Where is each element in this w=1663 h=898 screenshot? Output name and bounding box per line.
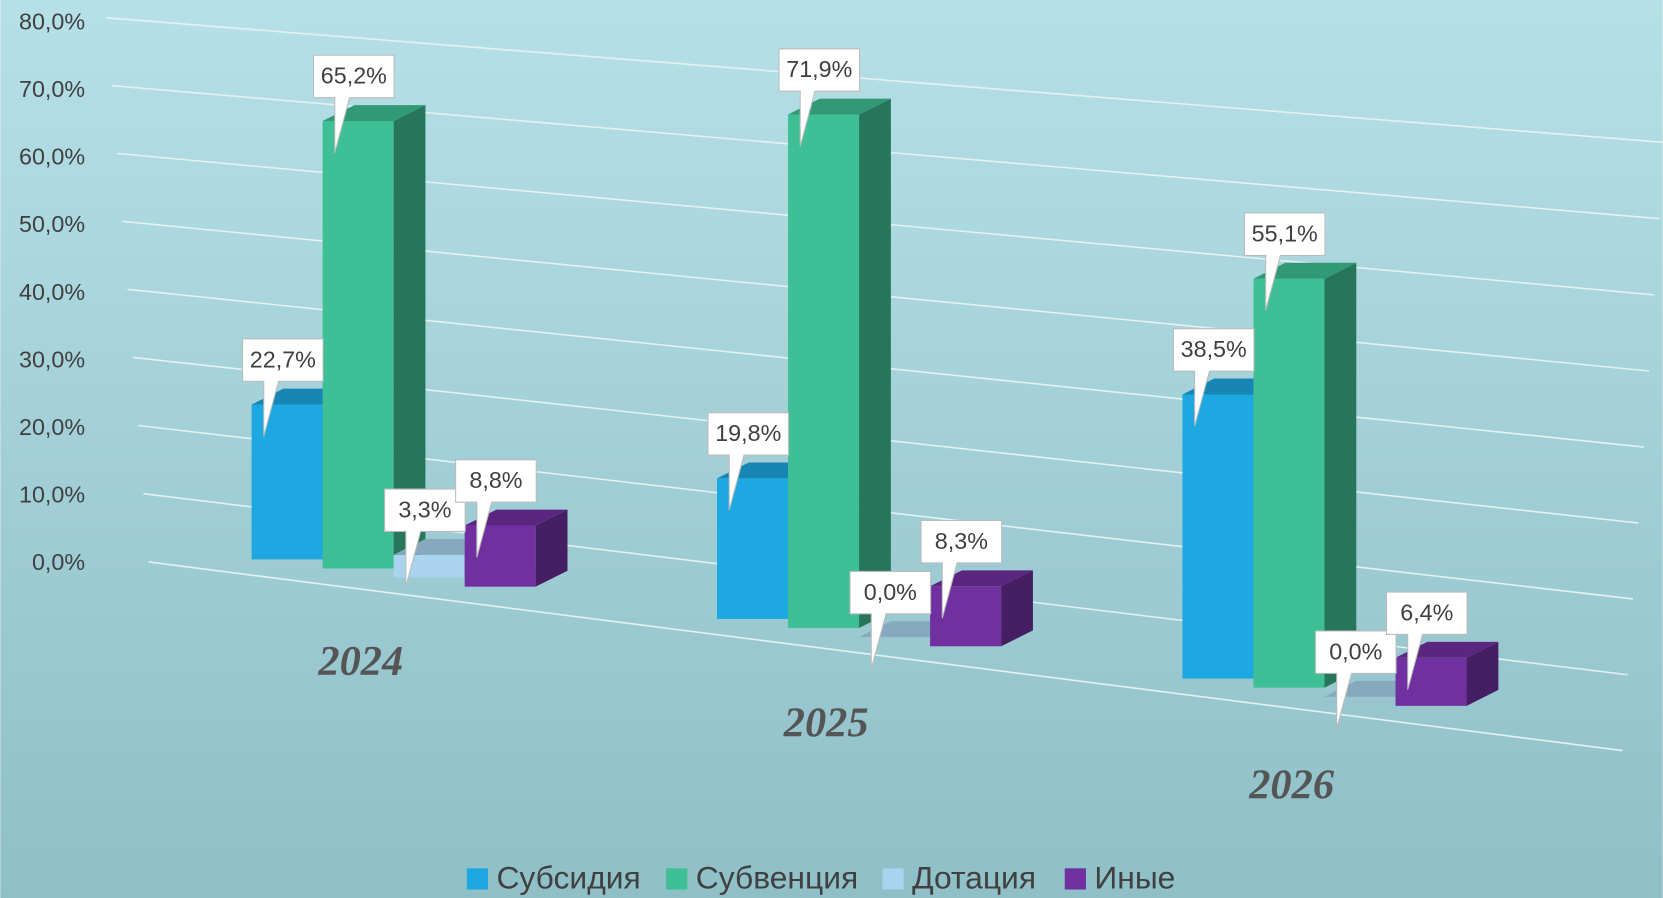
bar	[930, 586, 1002, 647]
y-tick-label: 10,0%	[19, 482, 85, 508]
data-label: 6,4%	[1400, 599, 1453, 625]
data-callout: 71,9%	[778, 48, 861, 147]
data-callout: 0,0%	[1314, 630, 1397, 729]
legend-swatch	[666, 868, 688, 890]
data-callout: 0,0%	[849, 570, 932, 670]
y-tick-label: 80,0%	[19, 8, 85, 34]
legend-label: Субвенция	[696, 859, 858, 895]
bar-top	[1253, 262, 1357, 279]
bar-3d	[788, 98, 891, 629]
legend-swatch	[466, 868, 488, 890]
data-label: 0,0%	[1329, 638, 1382, 664]
data-label: 0,0%	[864, 579, 917, 605]
bar-side	[535, 509, 568, 587]
bar-side	[393, 105, 426, 569]
bar-top	[930, 570, 1033, 587]
callout-box	[1172, 328, 1255, 427]
data-label: 71,9%	[786, 56, 852, 82]
data-callout: 8,8%	[455, 459, 537, 558]
bar-top	[322, 105, 426, 122]
callout-box	[1243, 212, 1326, 311]
y-tick-label: 60,0%	[19, 144, 85, 170]
bar	[1253, 278, 1325, 688]
data-label: 65,2%	[321, 63, 387, 89]
y-tick-label: 40,0%	[19, 279, 85, 305]
callout-box	[1385, 591, 1468, 690]
callout-box	[313, 54, 395, 153]
callout-box	[1314, 630, 1397, 729]
y-tick-label: 70,0%	[19, 76, 85, 102]
callout-box	[242, 338, 324, 437]
bar-3d	[1253, 262, 1357, 688]
data-callout: 3,3%	[384, 488, 466, 587]
callout-box	[455, 459, 537, 558]
data-label: 3,3%	[398, 496, 451, 522]
bar	[1395, 657, 1467, 706]
legend-label: Иные	[1094, 859, 1175, 895]
callout-box	[920, 519, 1003, 619]
bar	[788, 114, 860, 629]
data-callout: 8,3%	[920, 519, 1003, 619]
data-label: 8,8%	[469, 467, 522, 493]
data-callout: 65,2%	[313, 54, 395, 153]
y-tick-label: 0,0%	[32, 549, 85, 575]
callout-box	[707, 412, 790, 511]
y-tick-label: 30,0%	[19, 346, 85, 372]
data-callout: 55,1%	[1243, 212, 1326, 311]
grid-line	[106, 17, 1663, 144]
bar-3d	[322, 105, 426, 569]
callout-box	[778, 48, 861, 147]
data-callout: 19,8%	[707, 412, 790, 511]
bar	[1182, 394, 1254, 679]
bar-side	[1324, 262, 1357, 688]
bar	[322, 121, 394, 569]
grid-line	[148, 561, 1623, 752]
bar	[716, 478, 789, 619]
legend-swatch	[1064, 868, 1086, 890]
data-label: 19,8%	[715, 420, 781, 446]
data-label: 8,3%	[935, 528, 988, 554]
x-tick-label: 2025	[783, 700, 869, 747]
bar-3d	[1395, 641, 1499, 706]
bar-side	[859, 98, 891, 629]
bar-top	[1395, 641, 1499, 658]
bar	[251, 404, 323, 560]
data-callout: 22,7%	[242, 338, 324, 437]
x-tick-label: 2024	[317, 638, 403, 685]
callout-box	[849, 570, 932, 670]
bar-side	[1001, 570, 1033, 647]
x-tick-label: 2026	[1248, 761, 1335, 808]
bar-top	[788, 98, 891, 115]
data-label: 38,5%	[1181, 336, 1247, 362]
bar	[464, 525, 536, 587]
bar-side	[1466, 641, 1499, 706]
legend-label: Субсидия	[496, 859, 640, 895]
data-callout: 38,5%	[1172, 328, 1255, 427]
data-label: 55,1%	[1252, 220, 1318, 246]
bar-top	[464, 509, 568, 526]
y-tick-label: 50,0%	[19, 211, 85, 237]
data-callout: 6,4%	[1385, 591, 1468, 690]
y-tick-label: 20,0%	[19, 414, 85, 440]
legend-swatch	[882, 868, 904, 890]
bar	[393, 554, 465, 578]
data-label: 22,7%	[250, 346, 316, 372]
legend-label: Дотация	[912, 859, 1036, 895]
